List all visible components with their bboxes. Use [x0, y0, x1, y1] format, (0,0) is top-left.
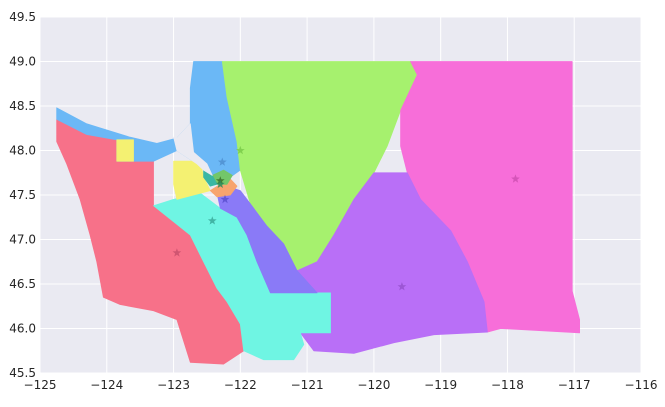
- y-tick-label: 48.0: [9, 144, 36, 158]
- x-tick-label: −117: [558, 378, 591, 392]
- y-tick-label: 46.5: [9, 277, 36, 291]
- x-tick-label: −125: [24, 378, 57, 392]
- y-tick-label: 48.5: [9, 99, 36, 113]
- y-tick-label: 47.5: [9, 188, 36, 202]
- district-regions: [56, 61, 580, 365]
- y-tick-label: 49.0: [9, 55, 36, 69]
- x-tick-label: −118: [491, 378, 524, 392]
- centroid-star-marker: [215, 179, 225, 188]
- y-tick-label: 49.5: [9, 10, 36, 24]
- centroid-markers: [172, 145, 520, 291]
- region-kitsap-yellow: [173, 160, 211, 200]
- x-axis-tick-labels: −125 −124 −123 −122 −121 −120 −119 −118 −117 −116: [24, 378, 658, 392]
- x-tick-label: −116: [625, 378, 658, 392]
- centroid-star-marker: [207, 216, 217, 225]
- region-puget-water: [173, 123, 213, 176]
- y-tick-label: 46.0: [9, 322, 36, 336]
- y-axis-tick-labels: 45.5 46.0 46.5 47.0 47.5 48.0 48.5 49.0 49.5: [9, 10, 36, 380]
- centroid-star-marker: [236, 145, 245, 155]
- centroid-star-marker: [217, 157, 227, 166]
- centroid-star-marker: [511, 174, 520, 183]
- x-tick-label: −121: [291, 378, 324, 392]
- x-tick-label: −123: [157, 378, 190, 392]
- x-tick-label: −120: [357, 378, 390, 392]
- y-tick-label: 45.5: [9, 366, 36, 380]
- x-tick-label: −122: [224, 378, 257, 392]
- x-tick-label: −119: [424, 378, 457, 392]
- centroid-star-marker: [172, 248, 182, 257]
- centroid-star-marker: [397, 282, 407, 291]
- x-tick-label: −124: [90, 378, 123, 392]
- region-mason-yellow: [116, 139, 134, 162]
- centroid-star-marker: [220, 194, 230, 204]
- y-tick-label: 47.0: [9, 233, 36, 247]
- region-south-central: [296, 172, 488, 354]
